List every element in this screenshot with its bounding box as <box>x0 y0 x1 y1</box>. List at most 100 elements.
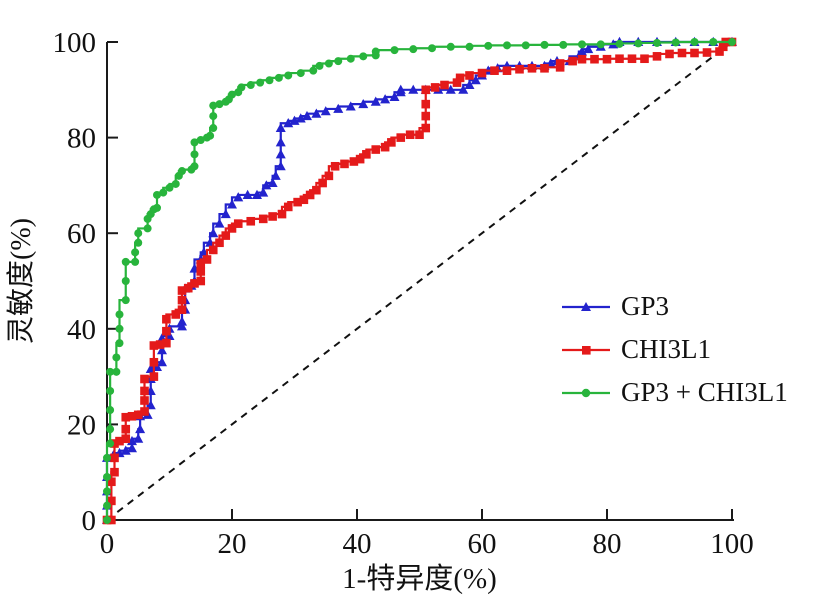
roc-curve-gp3-chi3l1-marker <box>103 472 111 481</box>
roc-curve-gp3-chi3l1-marker <box>209 101 218 110</box>
roc-curve-chi3l1-marker <box>477 68 487 78</box>
roc-curve-gp3-chi3l1-marker <box>653 38 661 47</box>
roc-curve-chi3l1-marker <box>340 159 349 169</box>
roc-curve-gp3-chi3l1-marker <box>153 203 161 212</box>
roc-curve-chi3l1-marker <box>155 340 165 349</box>
roc-curve-gp3-chi3l1-marker <box>265 76 274 85</box>
roc-curve-chi3l1-marker <box>490 66 499 75</box>
legend-label-gp3: GP3 <box>621 291 670 321</box>
roc-curve-gp3-chi3l1-marker <box>709 38 718 46</box>
roc-curve-chi3l1-marker <box>140 374 149 384</box>
roc-curve-chi3l1-marker <box>140 396 149 405</box>
roc-curve-chi3l1-marker <box>233 219 243 228</box>
roc-curve-chi3l1-marker <box>702 48 712 57</box>
roc-curve-chi3l1-marker <box>110 453 119 463</box>
roc-curve-gp3-marker <box>120 445 131 455</box>
roc-curve-gp3-chi3l1-marker <box>446 42 455 51</box>
roc-curve-gp3-chi3l1-marker <box>521 41 530 50</box>
roc-curve-gp3-chi3l1-marker <box>190 162 199 171</box>
roc-curve-gp3-chi3l1-marker <box>115 339 124 348</box>
roc-curve-chi3l1-marker <box>190 279 199 288</box>
roc-curve-gp3-chi3l1-marker <box>334 57 343 66</box>
y-tick-label: 0 <box>82 505 97 537</box>
roc-curve-gp3-chi3l1-marker <box>215 100 224 109</box>
roc-curve-gp3-marker <box>267 177 278 188</box>
roc-curve-gp3-marker <box>135 423 146 434</box>
roc-curve-chi3l1-marker <box>324 171 334 181</box>
roc-curve-chi3l1-marker <box>355 154 365 164</box>
roc-curve-chi3l1-marker <box>555 59 565 68</box>
roc-curve-chi3l1-marker <box>196 259 206 269</box>
roc-curve-chi3l1-marker <box>440 80 449 90</box>
roc-curve-chi3l1-marker <box>627 54 637 64</box>
roc-curve-gp3-chi3l1-marker <box>206 131 215 140</box>
roc-curve-chi3l1-marker <box>183 283 193 293</box>
roc-curve-gp3-chi3l1-marker <box>131 257 140 266</box>
roc-curve-gp3-chi3l1-marker <box>159 188 168 197</box>
legend-label-gp3-chi3l1: GP3 + CHI3L1 <box>621 377 788 407</box>
roc-curve-chi3l1-marker <box>362 150 371 159</box>
roc-curve-chi3l1-marker <box>430 83 440 92</box>
roc-curve-gp3-chi3l1-marker <box>390 46 399 55</box>
roc-curve-chi3l1-marker <box>283 202 293 212</box>
roc-curve-gp3-chi3l1-marker <box>324 59 333 68</box>
roc-curve-gp3-chi3l1-marker <box>121 277 130 285</box>
roc-curve-chi3l1-marker <box>527 63 537 73</box>
roc-curve-gp3-marker <box>370 96 381 106</box>
roc-curve-gp3-chi3l1-marker <box>112 353 121 362</box>
roc-curve-gp3-marker <box>133 433 144 443</box>
roc-curve-gp3-marker <box>445 84 456 94</box>
roc-curve-gp3-marker <box>157 357 167 367</box>
roc-curve-chi3l1-marker <box>615 54 624 64</box>
roc-curve-chi3l1-marker <box>196 276 206 286</box>
roc-curve-chi3l1-marker <box>177 286 187 295</box>
x-tick-label: 20 <box>218 528 247 560</box>
roc-curve-gp3-chi3l1-marker <box>134 229 143 238</box>
roc-curve-gp3-marker <box>258 187 269 197</box>
roc-curve-chi3l1-marker <box>196 267 206 276</box>
roc-curve-gp3-marker <box>333 103 344 113</box>
roc-curve-gp3-marker <box>261 180 272 190</box>
y-axis-title: 灵敏度(%) <box>5 218 37 344</box>
roc-curve-chi3l1-marker <box>107 477 116 487</box>
roc-curve-gp3-marker <box>275 137 286 147</box>
roc-curve-gp3-marker <box>295 113 306 123</box>
roc-curve-gp3-chi3l1-marker <box>178 167 186 176</box>
roc-curve-gp3-chi3l1-marker <box>559 40 568 49</box>
roc-curve-chi3l1-marker <box>107 515 116 525</box>
roc-curve-chi3l1-marker <box>258 214 268 224</box>
roc-curve-gp3-chi3l1-marker <box>309 66 318 75</box>
roc-curve-gp3-marker <box>311 108 322 118</box>
roc-curve-gp3-marker <box>380 94 391 104</box>
roc-curve-gp3-chi3l1-marker <box>346 54 355 63</box>
roc-curve-gp3-chi3l1-marker <box>409 45 418 54</box>
roc-curve-gp3-chi3l1-marker <box>121 296 130 305</box>
roc-curve-gp3-marker <box>302 110 312 121</box>
roc-curve-gp3-chi3l1-marker <box>578 40 586 49</box>
roc-curve-gp3-chi3l1-marker <box>728 38 736 46</box>
roc-curve-chi3l1-marker <box>177 305 187 314</box>
roc-curve-chi3l1-marker <box>330 161 340 171</box>
roc-curve-chi3l1-marker <box>652 52 662 61</box>
roc-curve-gp3-chi3l1-marker <box>209 112 218 121</box>
roc-curve-gp3-marker <box>320 106 331 116</box>
x-axis-title: 1-特异度(%) <box>342 562 497 595</box>
roc-curve-gp3-marker <box>275 161 286 171</box>
roc-curve-gp3-marker <box>458 84 469 94</box>
roc-curve-gp3-marker <box>358 98 369 109</box>
roc-curve-chi3l1-marker <box>177 295 187 305</box>
roc-curve-gp3-chi3l1-marker <box>121 257 130 266</box>
roc-curve-chi3l1-marker <box>149 357 159 367</box>
roc-curve-gp3-marker <box>577 46 587 56</box>
roc-curve-gp3-chi3l1-marker <box>106 439 115 448</box>
roc-curve-gp3-marker <box>220 208 231 219</box>
roc-curve-chi3l1-marker <box>127 411 137 421</box>
roc-curve-gp3-chi3l1-marker <box>296 69 305 78</box>
roc-curve-gp3-chi3l1-marker <box>190 138 199 147</box>
roc-curve-gp3-chi3l1-marker <box>103 487 111 496</box>
roc-curve-chi3l1-marker <box>277 209 287 219</box>
roc-curve-gp3-chi3l1-marker <box>103 501 111 510</box>
roc-curve-chi3l1-marker <box>421 111 431 121</box>
